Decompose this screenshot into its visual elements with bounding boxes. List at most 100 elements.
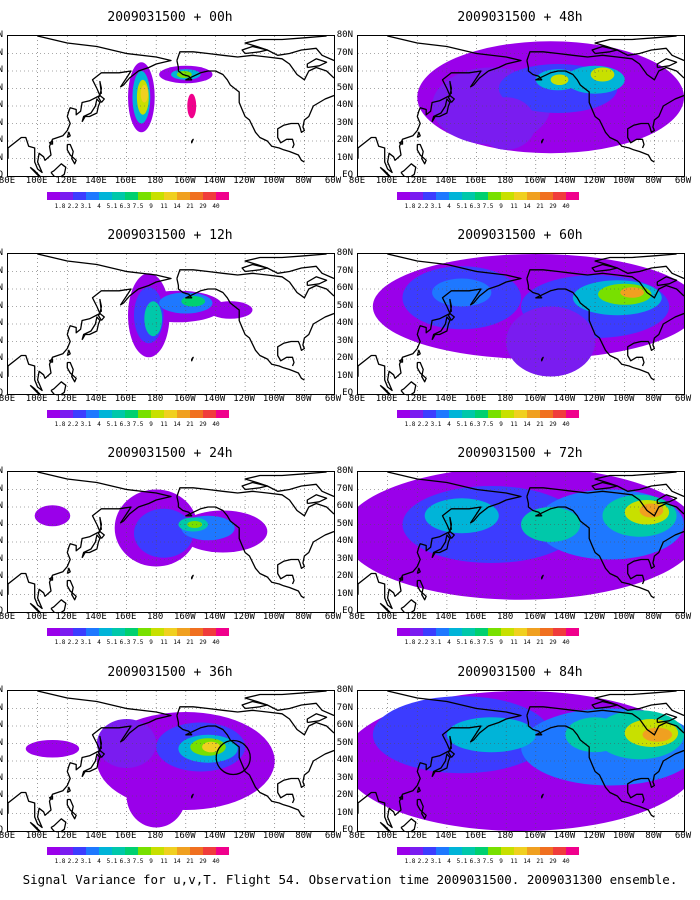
colorbar-swatch bbox=[125, 192, 138, 200]
colorbar-tick-label: 21 bbox=[536, 421, 544, 428]
coastline bbox=[99, 735, 103, 751]
lat-label: 20N bbox=[336, 790, 353, 800]
lon-label: 100E bbox=[375, 831, 398, 841]
colorbar-tick-label: 7.5 bbox=[482, 639, 494, 646]
colorbar-tick-label: 3.1 bbox=[80, 203, 92, 210]
colorbar bbox=[397, 192, 579, 200]
lat-label: 70N bbox=[0, 702, 3, 713]
colorbar-tick-label: 11 bbox=[160, 639, 168, 646]
lat-label: EQ bbox=[342, 825, 353, 835]
coastline bbox=[398, 795, 404, 801]
colorbar bbox=[397, 628, 579, 636]
colorbar-tick-label: 4 bbox=[447, 858, 451, 865]
coastline bbox=[8, 472, 172, 610]
colorbar-tick-label: 11 bbox=[510, 203, 518, 210]
lon-label: 120E bbox=[55, 612, 78, 622]
forecast-panel: 2009031500 + 48h 80N 70N 60N 50N 40N 30N 20N 10N… bbox=[337, 10, 691, 220]
lon-label: 180 bbox=[497, 394, 514, 404]
colorbar-tick-label: 3.1 bbox=[430, 203, 442, 210]
lat-label: 30N bbox=[0, 117, 3, 128]
coastline bbox=[656, 494, 678, 505]
lon-label: 140W bbox=[203, 831, 226, 841]
colorbar-swatch bbox=[99, 192, 112, 200]
coastline bbox=[591, 45, 618, 55]
colorbar-swatch bbox=[397, 847, 410, 855]
colorbar-tick-label: 14 bbox=[523, 858, 531, 865]
map-canvas bbox=[358, 691, 684, 831]
coastline bbox=[656, 276, 678, 287]
lon-label: 100E bbox=[375, 394, 398, 404]
coastline bbox=[48, 576, 54, 582]
lon-label: 140W bbox=[553, 612, 576, 622]
colorbar-swatch bbox=[397, 192, 410, 200]
colorbar-swatch bbox=[410, 628, 423, 636]
lon-label: 120E bbox=[405, 612, 428, 622]
lon-label: 180 bbox=[497, 831, 514, 841]
colorbar-swatch bbox=[397, 628, 410, 636]
coastline bbox=[358, 691, 522, 829]
lat-label: 60N bbox=[336, 501, 353, 511]
coastline bbox=[526, 706, 684, 736]
colorbar-swatch bbox=[177, 628, 190, 636]
colorbar-tick-label: 1.8 bbox=[404, 858, 416, 865]
coastline bbox=[379, 166, 391, 176]
lon-label: 100W bbox=[612, 612, 635, 622]
colorbar-swatch bbox=[86, 410, 99, 418]
lon-label: 80W bbox=[645, 176, 662, 186]
coastline bbox=[379, 602, 391, 612]
lat-label: 20N bbox=[336, 571, 353, 581]
colorbar-tick-label: 5.1 bbox=[106, 858, 118, 865]
lat-label: 30N bbox=[0, 772, 3, 783]
lon-label: 120W bbox=[583, 176, 605, 186]
lon-label: 140E bbox=[435, 612, 457, 622]
coastline bbox=[29, 602, 41, 612]
lon-label: 100W bbox=[612, 176, 635, 186]
coastline bbox=[447, 312, 455, 321]
coastline bbox=[358, 254, 522, 392]
colorbar-tick-label: 1.8 bbox=[404, 421, 416, 428]
forecast-panel: 2009031500 + 36h 80N 70N 60N 50N 40N 30N 20N 10N… bbox=[0, 665, 341, 875]
colorbar-tick-label: 11 bbox=[510, 639, 518, 646]
coastline bbox=[306, 276, 328, 287]
lat-label: 80N bbox=[336, 248, 353, 258]
coastline bbox=[400, 163, 417, 176]
lat-label: 50N bbox=[336, 82, 353, 93]
colorbar-swatch bbox=[112, 410, 125, 418]
panel-title: 2009031500 + 24h bbox=[107, 446, 233, 461]
panel-title: 2009031500 + 36h bbox=[107, 665, 233, 680]
lat-label: 60N bbox=[0, 65, 3, 75]
coastline bbox=[241, 45, 268, 55]
coastline bbox=[656, 713, 678, 724]
lon-label: 120W bbox=[233, 394, 255, 404]
map-canvas bbox=[358, 254, 684, 394]
colorbar-tick-label: 9 bbox=[499, 858, 503, 865]
coastline bbox=[526, 496, 655, 599]
colorbar-tick-label: 1.8 bbox=[54, 639, 66, 646]
colorbar-swatch bbox=[423, 628, 436, 636]
colorbar-swatch bbox=[423, 847, 436, 855]
colorbar-tick-label: 3.1 bbox=[430, 858, 442, 865]
lon-label: 100W bbox=[262, 176, 285, 186]
coastline bbox=[627, 749, 684, 804]
coastline bbox=[66, 131, 71, 139]
variance-contour bbox=[432, 278, 492, 307]
panel-title: 2009031500 + 60h bbox=[457, 228, 583, 243]
coastline bbox=[66, 143, 77, 165]
lon-label: 140W bbox=[553, 394, 576, 404]
lon-label: 180 bbox=[497, 176, 514, 186]
lon-label: 60W bbox=[324, 831, 342, 841]
colorbar-tick-label: 1.8 bbox=[404, 639, 416, 646]
lat-label: 80N bbox=[336, 685, 353, 695]
coastline bbox=[400, 599, 417, 612]
map-frame bbox=[357, 253, 685, 395]
lat-label: 80N bbox=[336, 466, 353, 476]
variance-contour bbox=[446, 717, 536, 753]
colorbar-swatch bbox=[112, 192, 125, 200]
colorbar-tick-label: 2.2 bbox=[417, 421, 429, 428]
lon-label: 80E bbox=[348, 831, 366, 841]
colorbar-tick-label: 21 bbox=[536, 639, 544, 646]
lat-label: 70N bbox=[336, 47, 353, 58]
coastline bbox=[449, 80, 453, 96]
map-canvas bbox=[8, 691, 334, 831]
lon-label: 80W bbox=[295, 612, 312, 622]
